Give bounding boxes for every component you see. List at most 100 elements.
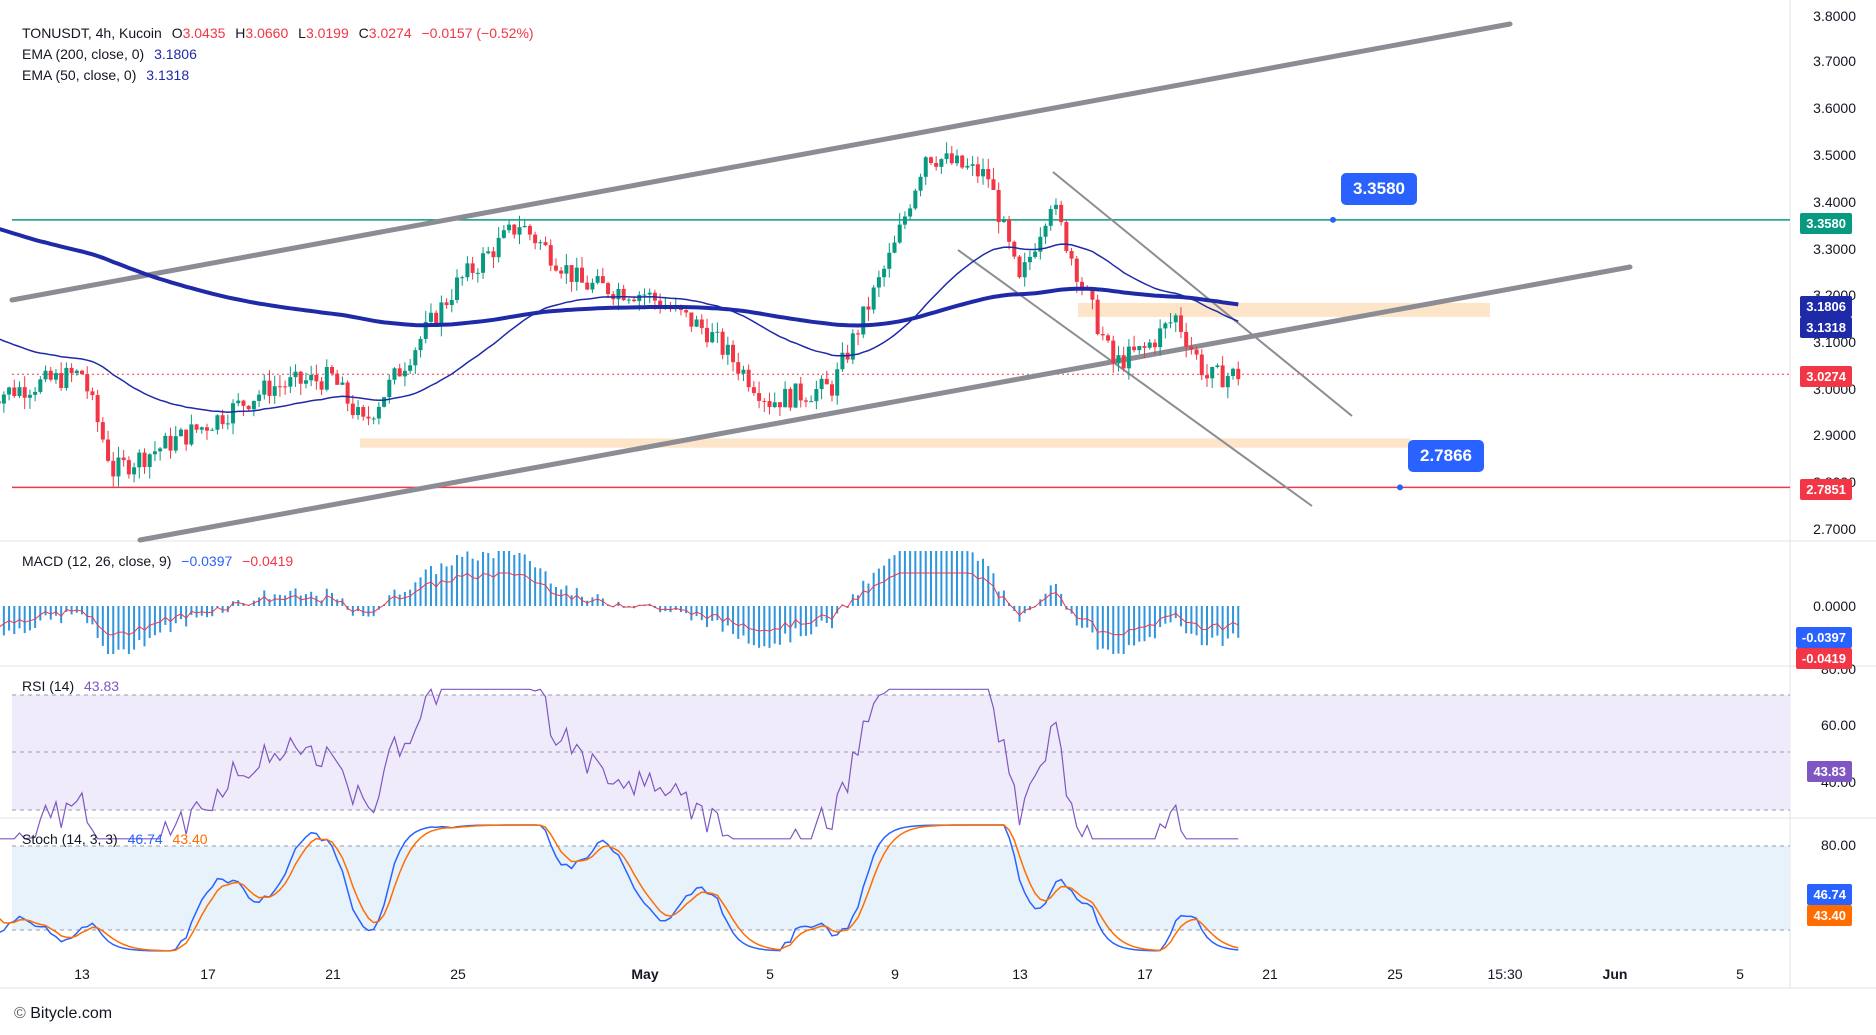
candle-body [632,299,637,302]
candle-body [580,267,584,283]
candle-body [486,251,491,254]
candle-body [106,439,111,461]
macd-histogram-bar [836,606,839,614]
candle-body [814,389,819,402]
ema50-legend[interactable]: EMA (50, close, 0) 3.1318 [22,66,195,84]
macd-histogram-bar [2,606,5,636]
candle-body [303,380,308,384]
macd-histogram-bar [1070,606,1073,614]
macd-legend[interactable]: MACD (12, 26, close, 9) −0.0397 −0.0419 [22,552,299,570]
macd-histogram-bar [159,606,162,633]
candle-body [205,427,209,431]
macd-histogram-bar [982,558,985,606]
time-axis-label: 25 [1387,966,1403,982]
macd-histogram-bar [1179,606,1182,627]
candle-body [491,251,496,258]
candle-body [600,276,605,284]
rsi-legend[interactable]: RSI (14) 43.83 [22,677,125,695]
macd-histogram-bar [487,553,490,606]
macd-histogram-bar [8,606,11,631]
support-anchor [1397,484,1403,491]
macd-histogram-bar [325,588,328,606]
candle-body [949,153,954,164]
candle-body [126,460,131,475]
candle-body [538,242,543,244]
candle-body [595,276,600,283]
macd-histogram-bar [601,598,604,606]
macd-histogram-bar [903,551,906,606]
candle-body [1012,241,1017,257]
candle-body [981,169,986,177]
candle-body [767,401,772,408]
candle-body [413,350,418,366]
macd-histogram-bar [945,551,948,606]
candle-body [1111,340,1116,364]
macd-histogram-bar [1148,606,1151,638]
ema200-legend[interactable]: EMA (200, close, 0) 3.1806 [22,45,203,63]
candle-body [835,369,840,396]
candle-body [939,159,944,167]
macd-histogram-bar [44,606,47,616]
time-axis-label: Jun [1602,966,1628,982]
candle-body [330,366,334,374]
candle-body [277,386,282,388]
macd-histogram-bar [211,606,214,617]
candle-body [783,388,788,408]
candle-body [121,457,126,461]
candle-body [272,386,277,396]
macd-histogram-bar [429,566,432,606]
rsi-value: 43.83 [84,678,120,694]
macd-histogram-bar [127,606,130,654]
macd-histogram-bar [575,588,578,606]
macd-histogram-bar [23,606,26,634]
macd-histogram-bar [747,606,750,644]
macd-histogram-bar [789,606,792,643]
candle-body [345,382,350,404]
macd-histogram-bar [820,606,823,621]
candle-body [210,429,215,431]
time-axis-label: 13 [74,966,90,982]
candle-body [986,169,991,180]
candle-body [168,435,173,451]
macd-histogram-bar [523,554,526,606]
candle-body [507,224,512,231]
macd-histogram-bar [888,558,891,606]
candle-body [840,352,845,370]
candle-body [173,436,178,451]
candle-body [74,370,79,374]
candle-body [830,384,834,396]
time-axis-label: 25 [450,966,466,982]
candle-body [1231,368,1236,377]
candle-body [0,401,1,404]
candle-body [12,387,17,397]
candle-body [1017,256,1022,278]
candle-body [387,379,392,398]
macd-histogram-bar [75,606,78,613]
support-callout[interactable]: 2.7866 [1408,440,1484,472]
macd-histogram-bar [883,565,886,606]
candle-body [793,383,798,408]
candle-body [1210,367,1215,379]
macd-histogram-bar [924,551,927,606]
candle-body [288,377,293,387]
candle-body [548,245,553,266]
stoch-legend[interactable]: Stoch (14, 3, 3) 46.74 43.40 [22,830,214,848]
macd-histogram-bar [1206,606,1208,646]
macd-histogram-bar [86,606,89,624]
candle-body [1053,204,1058,210]
macd-histogram-bar [763,606,766,647]
candle-body [22,387,27,398]
candle-body [626,299,631,301]
macd-histogram-bar [1112,606,1115,654]
candle-body [553,265,558,271]
resistance-callout[interactable]: 3.3580 [1341,173,1417,205]
macd-histogram-bar [810,606,813,635]
last-price-tag: 3.0274 [1800,366,1852,387]
price-axis-label: 3.5000 [1813,147,1856,163]
macd-histogram-bar [737,606,740,639]
macd-histogram-bar [65,606,68,612]
candle-body [215,415,220,430]
candle-body [1048,209,1053,226]
macd-histogram-bar [857,595,860,606]
